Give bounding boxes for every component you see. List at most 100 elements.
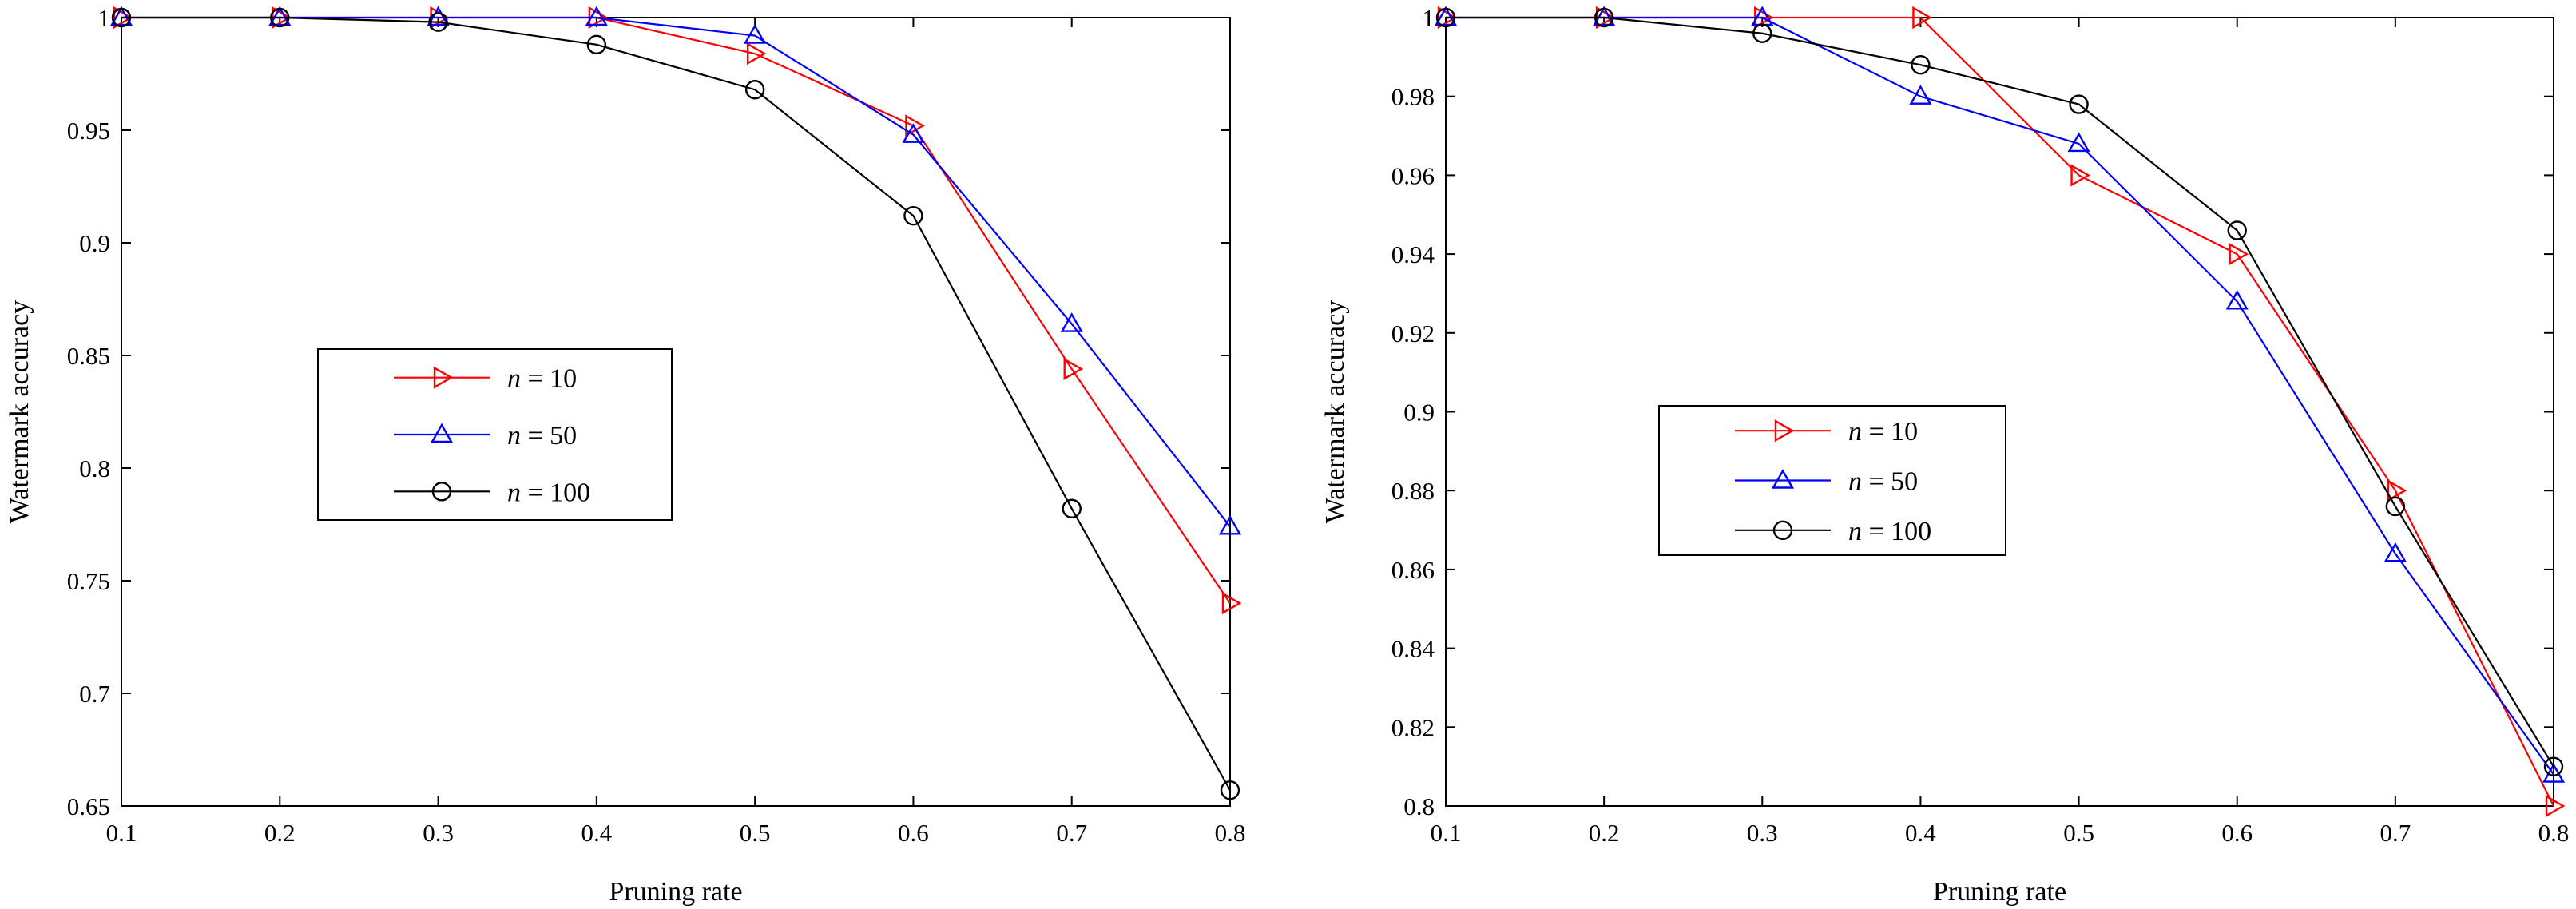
right-legend-label: n = 100 (1848, 517, 1931, 546)
left-x-tick-label: 0.4 (581, 819, 612, 847)
left-data-point (1062, 498, 1082, 518)
left-data-point (268, 6, 292, 26)
left-data-point (1063, 357, 1084, 380)
right-legend-marker (1771, 469, 1795, 489)
legend-value: = 10 (521, 364, 577, 394)
legend-value: = 50 (1862, 467, 1918, 497)
left-y-axis-label: Watermark accuracy (5, 300, 34, 523)
right-data-point (2385, 496, 2406, 517)
left-legend-box (317, 348, 673, 521)
right-x-tick-label: 0.2 (1589, 819, 1620, 847)
legend-italic-var: n (1848, 517, 1862, 546)
right-x-tick-label: 0.1 (1431, 819, 1462, 847)
left-plot-area (121, 17, 1231, 807)
right-data-point (2069, 94, 2089, 114)
right-y-axis-label: Watermark accuracy (1320, 300, 1350, 523)
left-data-point (1220, 780, 1240, 800)
right-x-tick-label: 0.6 (2221, 819, 2253, 847)
legend-value: = 50 (521, 421, 577, 451)
right-legend: n = 10n = 50n = 100 (1658, 405, 2006, 556)
right-legend-marker (1772, 520, 1793, 541)
right-data-point (1752, 23, 1772, 43)
right-legend-marker (1774, 419, 1795, 443)
left-x-tick-label: 0.8 (1215, 819, 1246, 847)
right-legend-box (1658, 405, 2006, 556)
left-data-point (113, 6, 133, 30)
right-data-point (1437, 6, 1458, 30)
right-x-tick-label: 0.3 (1747, 819, 1778, 847)
left-data-point (1221, 592, 1242, 615)
right-data-point (1435, 7, 1456, 28)
left-series-line-2 (121, 16, 1231, 791)
right-y-tick-label: 0.82 (1391, 713, 1435, 741)
left-data-point (1060, 312, 1083, 332)
left-y-tick-label: 0.8 (79, 454, 110, 482)
right-data-point (2229, 243, 2249, 266)
chart-left: 0.1 0.2 0.3 0.4 0.5 0.6 0.7 0.8 0.65 0.7 0.75 0.8 0.… (5, 4, 1245, 907)
right-y-tick-label: 1 (1423, 4, 1435, 32)
right-data-point (1434, 6, 1458, 26)
left-legend-marker (431, 482, 452, 502)
left-y-tick-label: 1 (98, 4, 111, 32)
right-y-tick-label: 0.92 (1391, 320, 1435, 347)
legend-value: = 100 (521, 478, 590, 507)
legend-italic-var: n (507, 478, 521, 507)
left-x-tick-label: 0.3 (423, 819, 454, 847)
left-data-point (744, 80, 765, 100)
right-series-line-2 (1446, 16, 2554, 768)
left-y-tick-label: 0.9 (79, 229, 110, 257)
right-data-point (2543, 756, 2564, 776)
left-x-tick-label: 0.1 (106, 819, 137, 847)
left-legend-marker (430, 423, 454, 443)
right-x-axis-label: Pruning rate (1933, 877, 2066, 907)
right-y-tick-label: 0.98 (1391, 83, 1435, 111)
right-series-line-1 (1446, 16, 2554, 776)
legend-italic-var: n (507, 421, 521, 451)
right-y-tick-label: 0.84 (1391, 635, 1435, 663)
left-y-tick-label: 0.95 (67, 117, 110, 145)
right-y-tick-label: 0.88 (1391, 477, 1435, 505)
left-y-tick-label: 0.85 (67, 342, 110, 370)
right-y-tick-label: 0.9 (1403, 399, 1435, 427)
legend-italic-var: n (1848, 417, 1862, 447)
left-x-tick-label: 0.2 (264, 819, 296, 847)
right-y-tick-label: 0.8 (1403, 792, 1435, 820)
left-x-axis-label: Pruning rate (609, 877, 742, 907)
left-data-point (1218, 514, 1242, 535)
right-y-tick-label: 0.86 (1391, 556, 1435, 584)
right-legend-label: n = 50 (1848, 467, 1918, 497)
right-x-tick-label: 0.8 (2538, 819, 2570, 847)
left-x-tick-label: 0.6 (898, 819, 929, 847)
right-y-tick-label: 0.94 (1391, 240, 1435, 268)
left-y-tick-label: 0.7 (79, 680, 110, 708)
chart-right: 0.1 0.2 0.3 0.4 0.5 0.6 0.7 0.8 0.8 0.82 0.84 0.86 0… (1320, 4, 2569, 907)
right-data-point (1594, 7, 1614, 28)
left-x-tick-label: 0.7 (1056, 819, 1087, 847)
left-data-point (111, 7, 132, 28)
legend-value: = 100 (1862, 517, 1931, 546)
left-x-tick-label: 0.5 (740, 819, 771, 847)
left-data-point (585, 6, 608, 26)
right-data-point (2070, 164, 2090, 187)
legend-italic-var: n (507, 364, 521, 394)
right-data-point (1912, 6, 1932, 30)
right-data-point (2383, 542, 2407, 562)
left-y-tick-label: 0.75 (67, 567, 110, 595)
right-data-point (2225, 289, 2249, 310)
left-legend-label: n = 10 (507, 364, 577, 394)
left-data-point (586, 34, 607, 55)
right-legend-label: n = 10 (1848, 417, 1918, 447)
left-data-point (905, 114, 925, 137)
left-y-tick-label: 0.65 (67, 792, 110, 820)
left-data-point (109, 6, 133, 26)
left-data-point (427, 6, 450, 26)
right-data-point (2545, 794, 2566, 818)
right-data-point (1909, 85, 1932, 105)
left-data-point (270, 7, 290, 28)
left-legend: n = 10n = 50n = 100 (317, 348, 673, 521)
right-data-point (2067, 132, 2090, 153)
legend-italic-var: n (1848, 467, 1862, 497)
left-data-point (428, 12, 448, 32)
left-data-point (903, 205, 923, 226)
